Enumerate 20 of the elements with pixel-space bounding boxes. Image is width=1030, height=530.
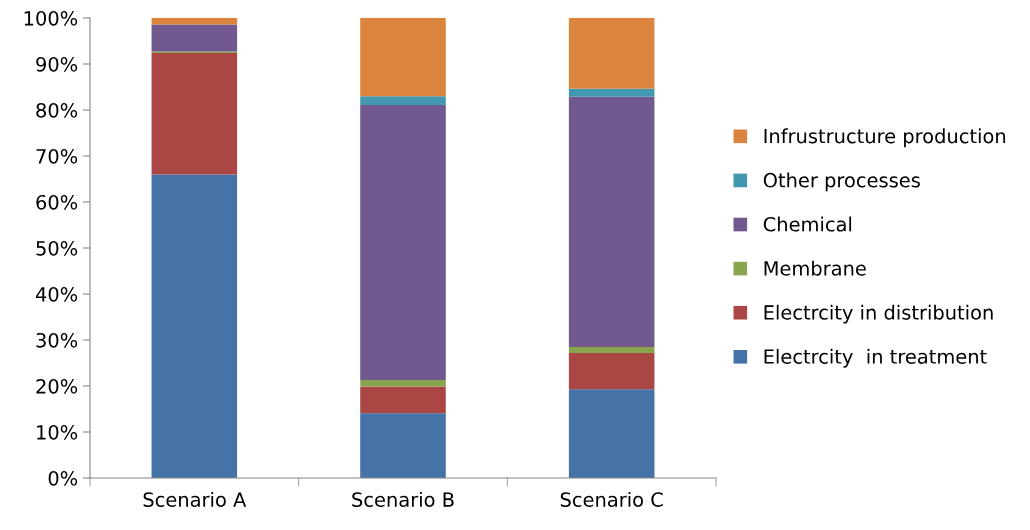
x-tick-label: Scenario B — [352, 491, 454, 507]
y-tick-label: 90% — [36, 56, 78, 72]
y-tick-label: 60% — [36, 194, 78, 210]
y-tick-label: 40% — [35, 286, 78, 302]
legend-label: Electrcity in distribution — [764, 304, 993, 324]
y-tick-label: 0% — [48, 470, 78, 486]
y-tick-label: 30% — [36, 332, 78, 348]
y-tick-label: 100% — [24, 10, 78, 26]
y-tick-label: 80% — [36, 102, 78, 118]
y-tick-label: 50% — [36, 240, 78, 256]
legend-label: Electrcity in treatment — [764, 348, 987, 368]
x-tick-label: Scenario C — [560, 491, 663, 507]
y-tick-label: 10% — [37, 424, 78, 440]
legend-label: Infrustructure production — [764, 128, 1006, 148]
x-tick-label: Scenario A — [143, 491, 247, 507]
y-tick-label: 20% — [36, 378, 78, 394]
legend-label: Chemical — [763, 216, 852, 232]
legend-label: Other processes — [763, 172, 920, 192]
y-tick-label: 70% — [36, 148, 78, 164]
legend-label: Membrane — [764, 260, 866, 276]
